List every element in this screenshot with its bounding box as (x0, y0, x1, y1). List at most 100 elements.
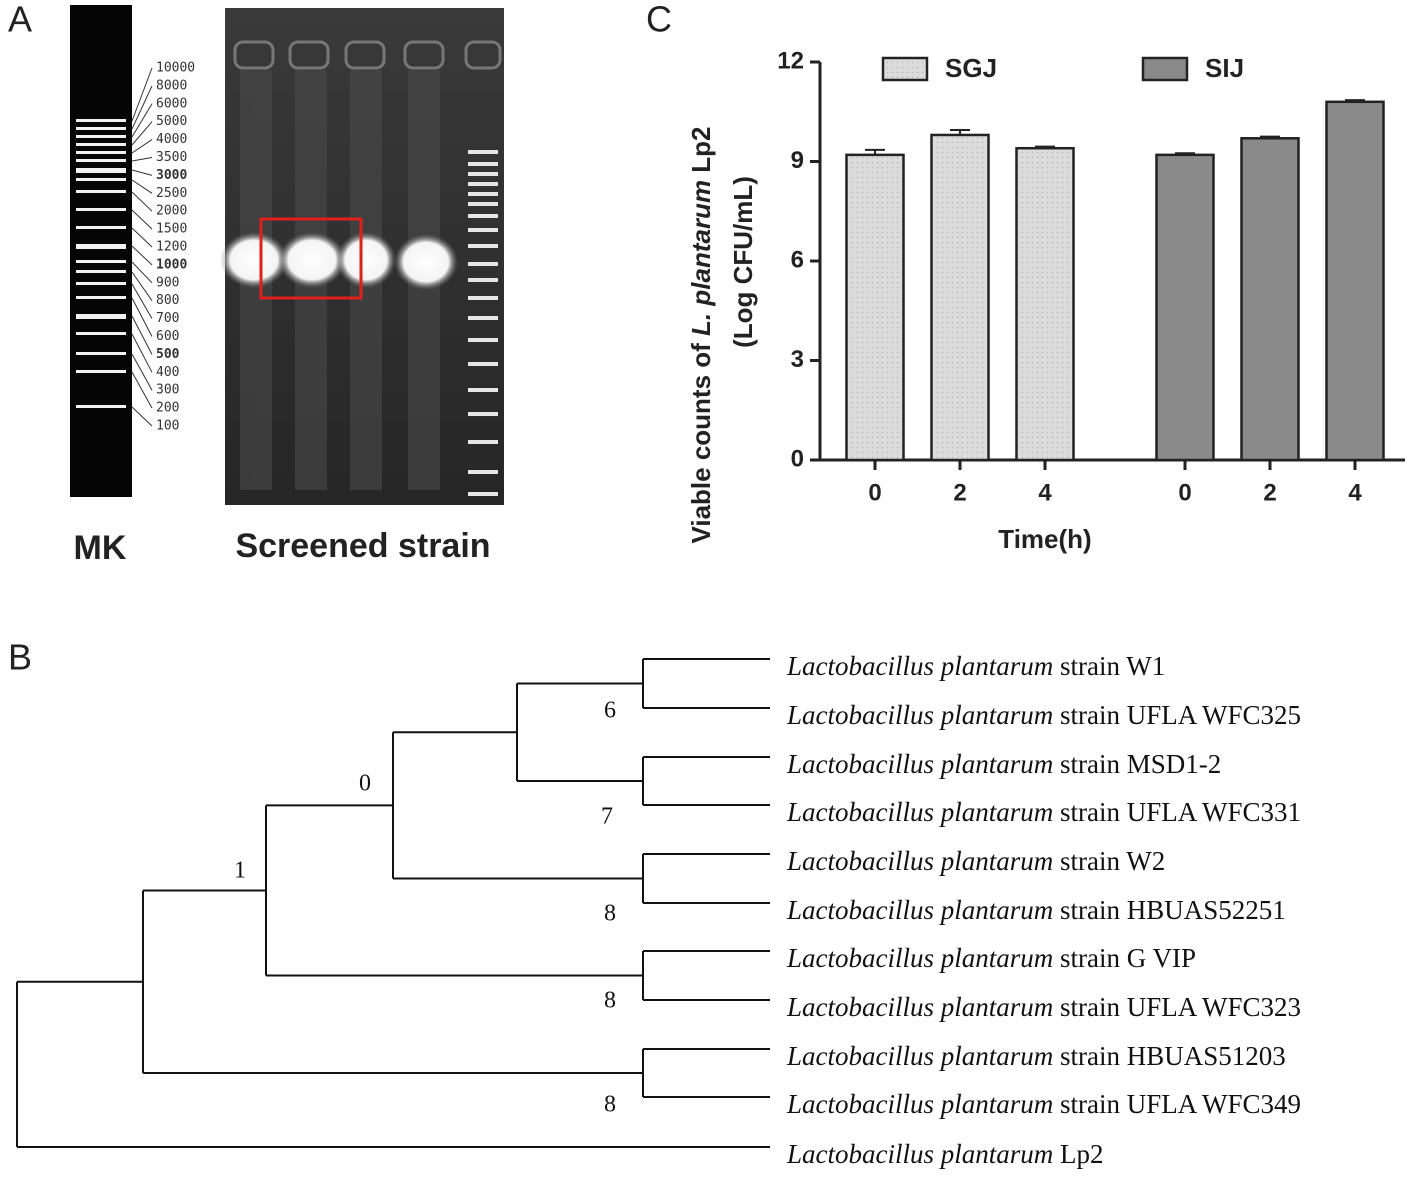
leaf-strain: strain UFLA WFC323 (1053, 992, 1301, 1022)
y-tick-label: 12 (777, 47, 804, 74)
x-tick-label: 4 (1348, 479, 1362, 506)
marker-band (76, 168, 126, 173)
ladder-band (468, 388, 498, 392)
leader-line (131, 261, 153, 284)
ladder-band (468, 492, 498, 496)
panel-label: B (8, 637, 32, 678)
ladder-band (468, 262, 498, 266)
leader-line (131, 191, 153, 212)
node-label: 8 (604, 988, 616, 1014)
marker-band (76, 135, 126, 138)
leaf-genus: Lactobacillus plantarum (786, 749, 1053, 779)
marker-band (76, 352, 126, 355)
marker-label: 1000 (156, 257, 187, 272)
marker-gel (70, 5, 132, 497)
leader-line (131, 103, 153, 138)
leaf-label: Lactobacillus plantarum strain UFLA WFC3… (786, 797, 1301, 827)
bar (1155, 153, 1215, 462)
gel-label: Screened strain (235, 527, 490, 565)
legend-swatch (1141, 56, 1189, 82)
node-label: 7 (601, 804, 613, 830)
bar-texture (933, 136, 987, 458)
highlight-box (259, 217, 363, 300)
leaf-genus: Lactobacillus plantarum (786, 1139, 1053, 1169)
leader-line (131, 157, 153, 162)
marker-label: 600 (156, 329, 179, 344)
leader-line (131, 271, 153, 301)
leaf-genus: Lactobacillus plantarum (786, 1041, 1053, 1071)
leaf-genus: Lactobacillus plantarum (786, 700, 1053, 730)
leaf-strain: strain MSD1-2 (1053, 749, 1221, 779)
bar-texture (1018, 150, 1072, 458)
marker-label: 1200 (156, 240, 187, 255)
leader-line (131, 353, 153, 391)
marker-label: 8000 (156, 78, 187, 93)
marker-label: 300 (156, 383, 179, 398)
leaf-genus: Lactobacillus plantarum (786, 651, 1053, 681)
bar (1240, 137, 1300, 462)
leader-line (131, 121, 153, 146)
leader-line (131, 406, 153, 427)
leaf-strain: strain UFLA WFC349 (1053, 1089, 1301, 1119)
leaf-strain: strain UFLA WFC325 (1053, 700, 1301, 730)
marker-label: 200 (156, 401, 179, 416)
ladder-band (468, 202, 498, 206)
marker-label: 800 (156, 293, 179, 308)
marker-label: 3500 (156, 150, 187, 165)
leaf-genus: Lactobacillus plantarum (786, 1089, 1053, 1119)
marker-band (76, 260, 126, 263)
leader-line (131, 169, 153, 176)
marker-band (76, 178, 126, 181)
leaf-label: Lactobacillus plantarum strain W1 (786, 651, 1165, 681)
marker-band (76, 127, 126, 130)
leaf-genus: Lactobacillus plantarum (786, 797, 1053, 827)
leaf-label: Lactobacillus plantarum strain HBUAS5120… (786, 1041, 1286, 1071)
panel-label: A (8, 0, 32, 40)
marker-band (76, 208, 126, 211)
leaf-label: Lactobacillus plantarum strain UFLA WFC3… (786, 1089, 1301, 1119)
marker-label: 700 (156, 311, 179, 326)
leaf-strain: strain HBUAS51203 (1053, 1041, 1286, 1071)
y-tick-label: 9 (791, 147, 804, 174)
leader-line (131, 333, 153, 373)
leaf-strain: strain G VIP (1053, 943, 1196, 973)
leaf-strain: strain W2 (1053, 846, 1165, 876)
ladder-band (468, 214, 498, 218)
ladder-band (468, 162, 498, 166)
leader-line (131, 139, 153, 154)
marker-label: 500 (156, 347, 180, 362)
leaf-label: Lactobacillus plantarum strain W2 (786, 846, 1165, 876)
node-label: 8 (604, 1092, 616, 1118)
marker-band (76, 190, 126, 193)
leader-line (131, 179, 153, 194)
leader-line (131, 85, 153, 130)
leaf-genus: Lactobacillus plantarum (786, 895, 1053, 925)
marker-band (76, 370, 126, 373)
leader-line (131, 371, 153, 409)
leader-line (131, 67, 153, 122)
leaf-label: Lactobacillus plantarum strain MSD1-2 (786, 749, 1221, 779)
panel-label: C (646, 0, 672, 40)
ladder-band (468, 182, 498, 186)
marker-label: 4000 (156, 132, 187, 147)
leader-line (131, 209, 153, 230)
marker-band (76, 151, 126, 154)
x-tick-label: 2 (1263, 479, 1276, 506)
node-label: 6 (604, 698, 616, 724)
marker-label: 2000 (156, 204, 187, 219)
marker-band (76, 282, 126, 285)
y-axis-title-part: L. plantarum (686, 180, 716, 336)
ladder-band (468, 278, 498, 282)
leaf-strain: strain HBUAS52251 (1053, 895, 1286, 925)
ladder-band (468, 470, 498, 474)
marker-band (76, 244, 126, 249)
y-tick-label: 6 (791, 246, 804, 273)
ladder-band (468, 296, 498, 300)
ladder-band (468, 362, 498, 366)
legend-texture (885, 60, 925, 78)
ladder-band (468, 440, 498, 444)
y-tick-label: 3 (791, 346, 804, 373)
marker-band (76, 159, 126, 162)
y-axis-title-part: Lp2 (686, 126, 716, 179)
